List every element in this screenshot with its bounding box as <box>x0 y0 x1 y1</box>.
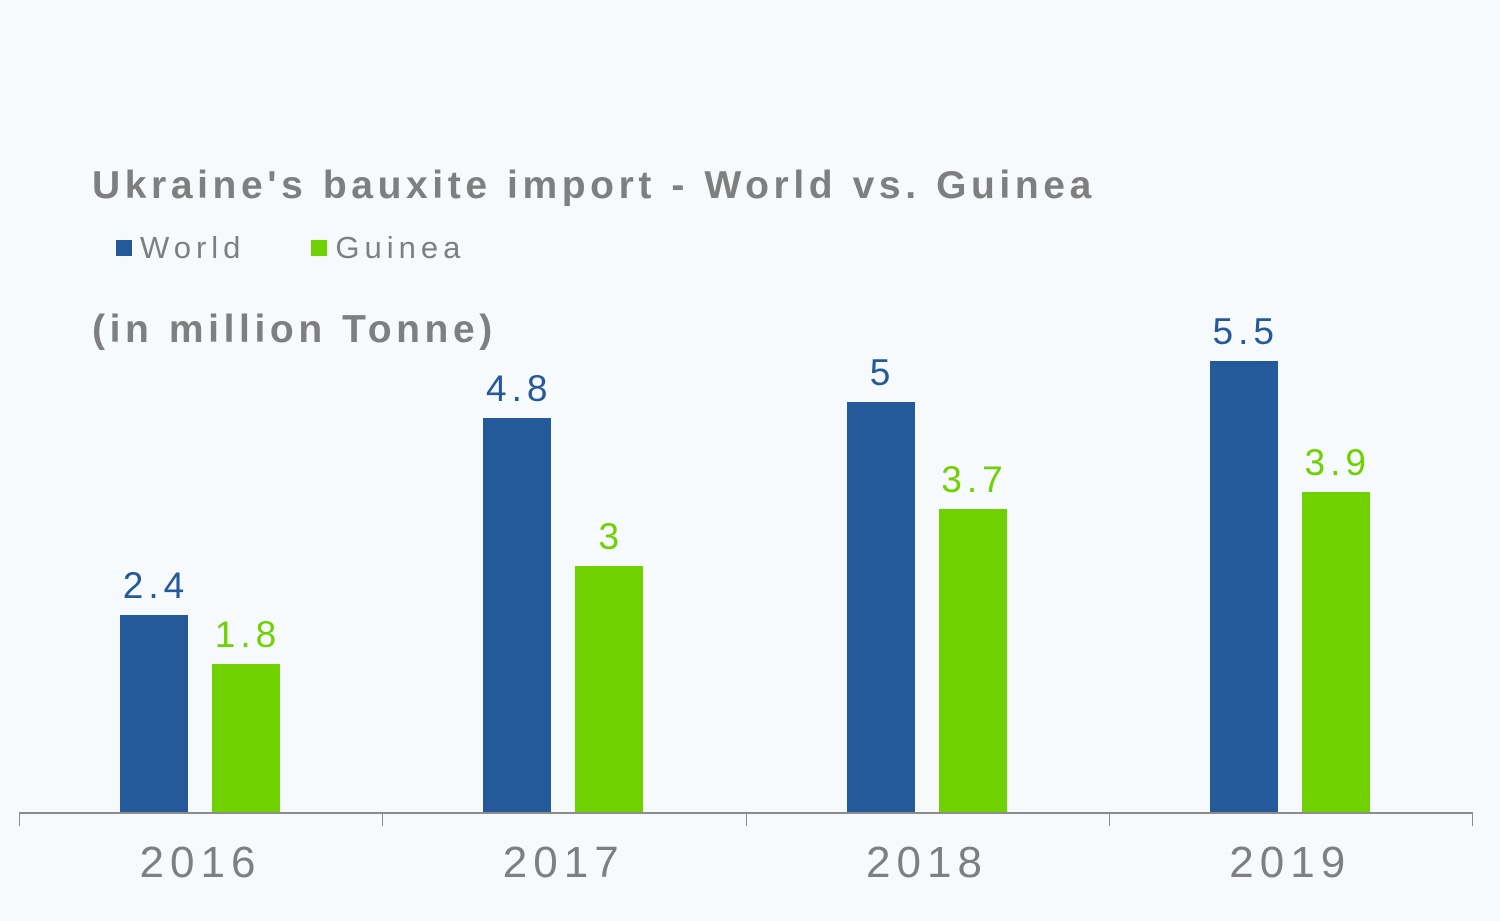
data-label-guinea-2016: 1.8 <box>214 614 282 656</box>
x-axis-tick <box>19 812 20 826</box>
legend-label-guinea: Guinea <box>335 230 466 265</box>
x-axis-label-2019: 2019 <box>1229 838 1352 887</box>
x-axis-tick <box>1472 812 1473 826</box>
data-label-world-2017: 4.8 <box>486 368 553 410</box>
chart-title-line-1: Ukraine's bauxite import - World vs. Gui… <box>92 164 1096 207</box>
data-label-world-2018: 5 <box>869 352 896 393</box>
bar-world-2016 <box>120 615 188 812</box>
data-label-guinea-2019: 3.9 <box>1304 442 1371 484</box>
bar-world-2017 <box>483 418 552 812</box>
bar-guinea-2017 <box>575 566 644 812</box>
bar-guinea-2019 <box>1301 492 1370 812</box>
x-axis-label-2016: 2016 <box>139 838 262 887</box>
bar-world-2019 <box>1209 361 1278 812</box>
x-axis-tick <box>745 812 747 826</box>
x-axis-label-2017: 2017 <box>502 838 625 887</box>
data-label-guinea-2017: 3 <box>598 516 625 557</box>
legend-item-world: World <box>116 230 245 266</box>
x-axis-tick <box>1108 812 1110 826</box>
legend-label-world: World <box>140 230 246 265</box>
bar-guinea-2016 <box>212 664 280 812</box>
data-label-world-2019: 5.5 <box>1212 311 1279 352</box>
bar-guinea-2018 <box>938 508 1007 812</box>
chart-title: Ukraine's bauxite import - World vs. Gui… <box>92 66 1096 402</box>
chart-title-line-2: (in million Tonne) <box>92 308 497 351</box>
bar-world-2018 <box>846 402 915 812</box>
data-label-guinea-2018: 3.7 <box>941 458 1008 500</box>
legend-item-guinea: Guinea <box>311 230 465 266</box>
legend: World Guinea <box>116 230 531 266</box>
legend-swatch-guinea <box>311 240 328 256</box>
data-label-world-2016: 2.4 <box>122 565 190 607</box>
x-axis-tick <box>382 812 384 826</box>
legend-swatch-world <box>116 240 132 256</box>
x-axis-label-2018: 2018 <box>866 838 988 887</box>
